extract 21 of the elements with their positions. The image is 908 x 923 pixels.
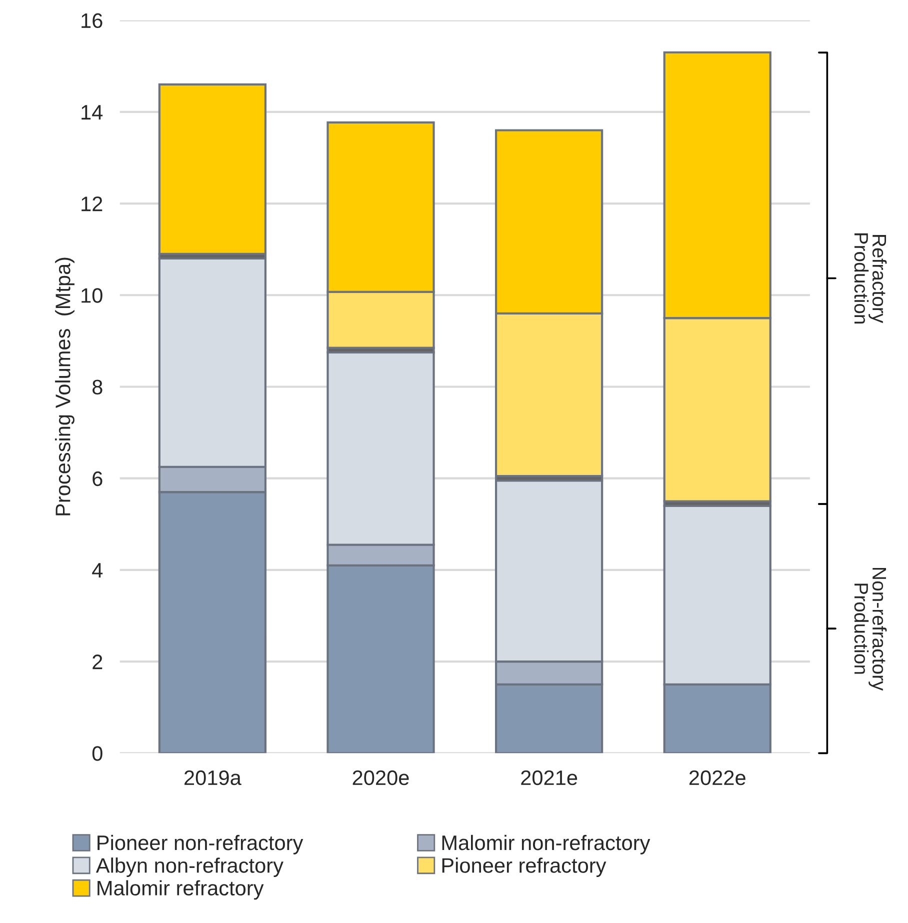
x-tick-label: 2019a bbox=[184, 770, 242, 786]
y-tick-label: 12 bbox=[82, 196, 102, 212]
legend-label: Pioneer refractory bbox=[442, 858, 606, 877]
x-tick-label: 2022e bbox=[689, 770, 746, 786]
x-tick-label: 2021e bbox=[521, 770, 578, 786]
legend-label: Albyn non-refractory bbox=[96, 858, 284, 877]
y-tick-label: 4 bbox=[92, 563, 103, 578]
y-tick-label: 8 bbox=[92, 380, 102, 394]
legend-label: Malomir refractory bbox=[98, 880, 264, 900]
y-tick-label: 16 bbox=[82, 13, 102, 28]
y-tick-label: 2 bbox=[92, 654, 102, 670]
y-tick-label: 6 bbox=[92, 471, 102, 486]
legend-label: Malomir non-refractory bbox=[442, 834, 650, 854]
text: Non-refractory Production bbox=[854, 568, 887, 691]
y-tick-label: 0 bbox=[92, 746, 102, 761]
legend-label: Pioneer non-refractory bbox=[98, 834, 304, 854]
y-axis-title: Processing Volumes (Mtpa) bbox=[55, 258, 74, 516]
y-tick-label: 10 bbox=[82, 288, 102, 303]
y-tick-label: 14 bbox=[82, 105, 103, 120]
x-tick-label: 2020e bbox=[352, 770, 409, 786]
text: Refractory Production bbox=[854, 233, 887, 324]
